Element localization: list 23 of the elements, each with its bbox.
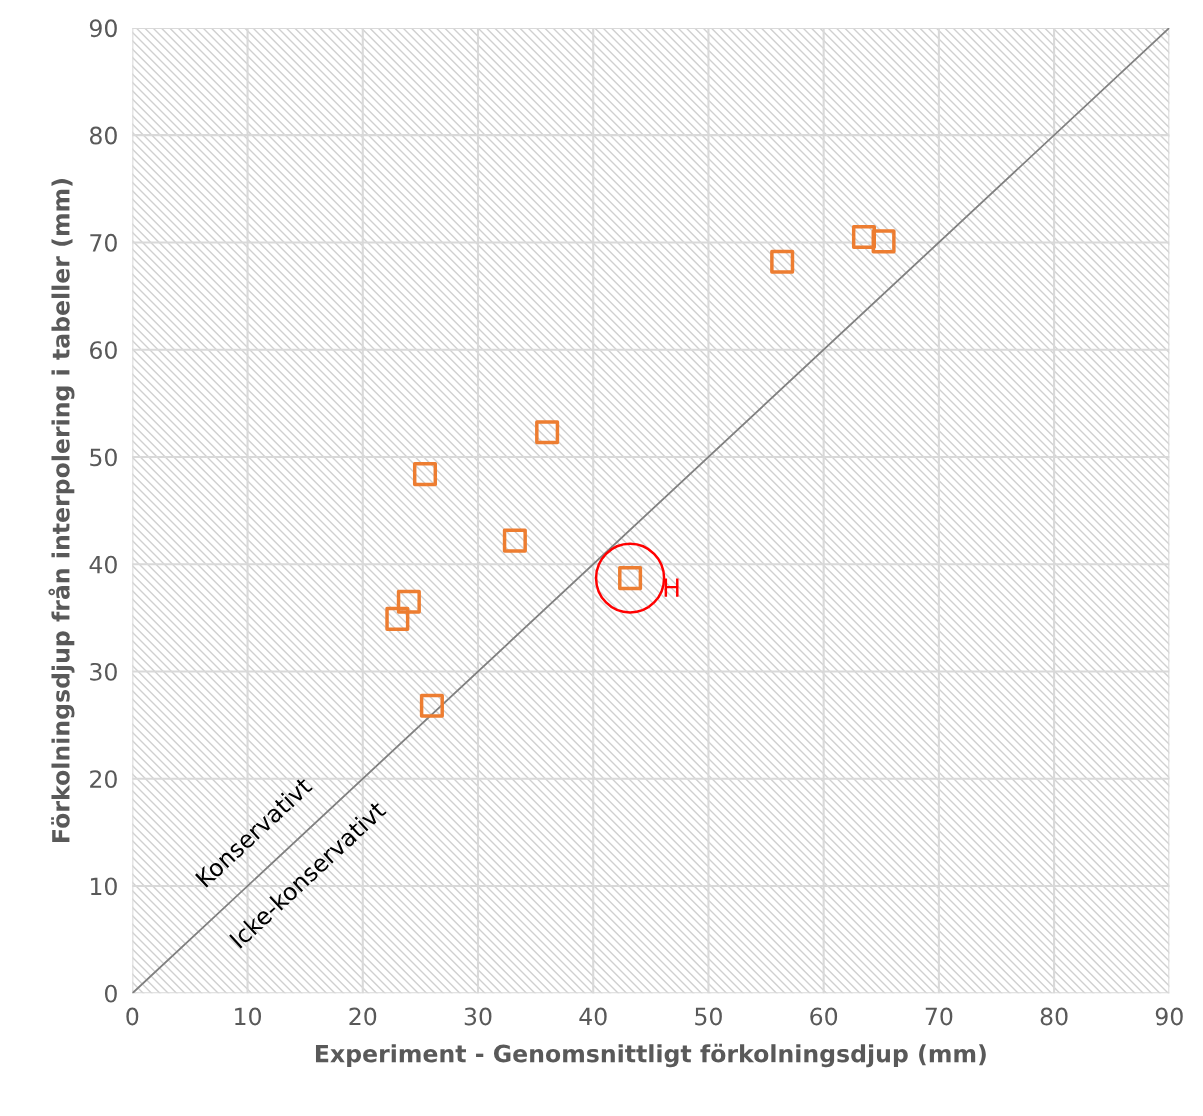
y-axis-title: Förkolningsdjup från interpolering i tabeller (mm) [48,179,75,842]
y-tick-label: 40 [89,555,117,574]
x-tick-label: 20 [349,1007,377,1026]
y-tick-label: 60 [90,341,117,359]
y-tick-label: 80 [90,126,117,145]
x-tick-label: 90 [1155,1007,1183,1026]
y-tick-label: 30 [90,662,117,681]
y-tick-label: 90 [89,19,117,38]
x-tick-label: 60 [810,1007,838,1026]
y-tick-label: 10 [90,877,117,896]
annotation: H [664,578,679,597]
x-tick-label: 0 [126,1007,139,1026]
y-tick-label: 70 [90,233,117,252]
y-tick-label: 0 [104,984,117,1003]
y-tick-label: 20 [90,770,117,789]
y-tick-label: 50 [90,448,117,467]
x-tick-label: 50 [695,1007,722,1026]
x-tick-label: 70 [925,1007,953,1026]
x-tick-label: 30 [464,1007,492,1026]
x-tick-label: 80 [1040,1007,1068,1026]
x-tick-label: 10 [235,1007,261,1026]
x-tick-label: 40 [579,1007,607,1026]
x-axis-title: Experiment - Genomsnittligt förkolningsdjup (mm) [315,1043,986,1068]
